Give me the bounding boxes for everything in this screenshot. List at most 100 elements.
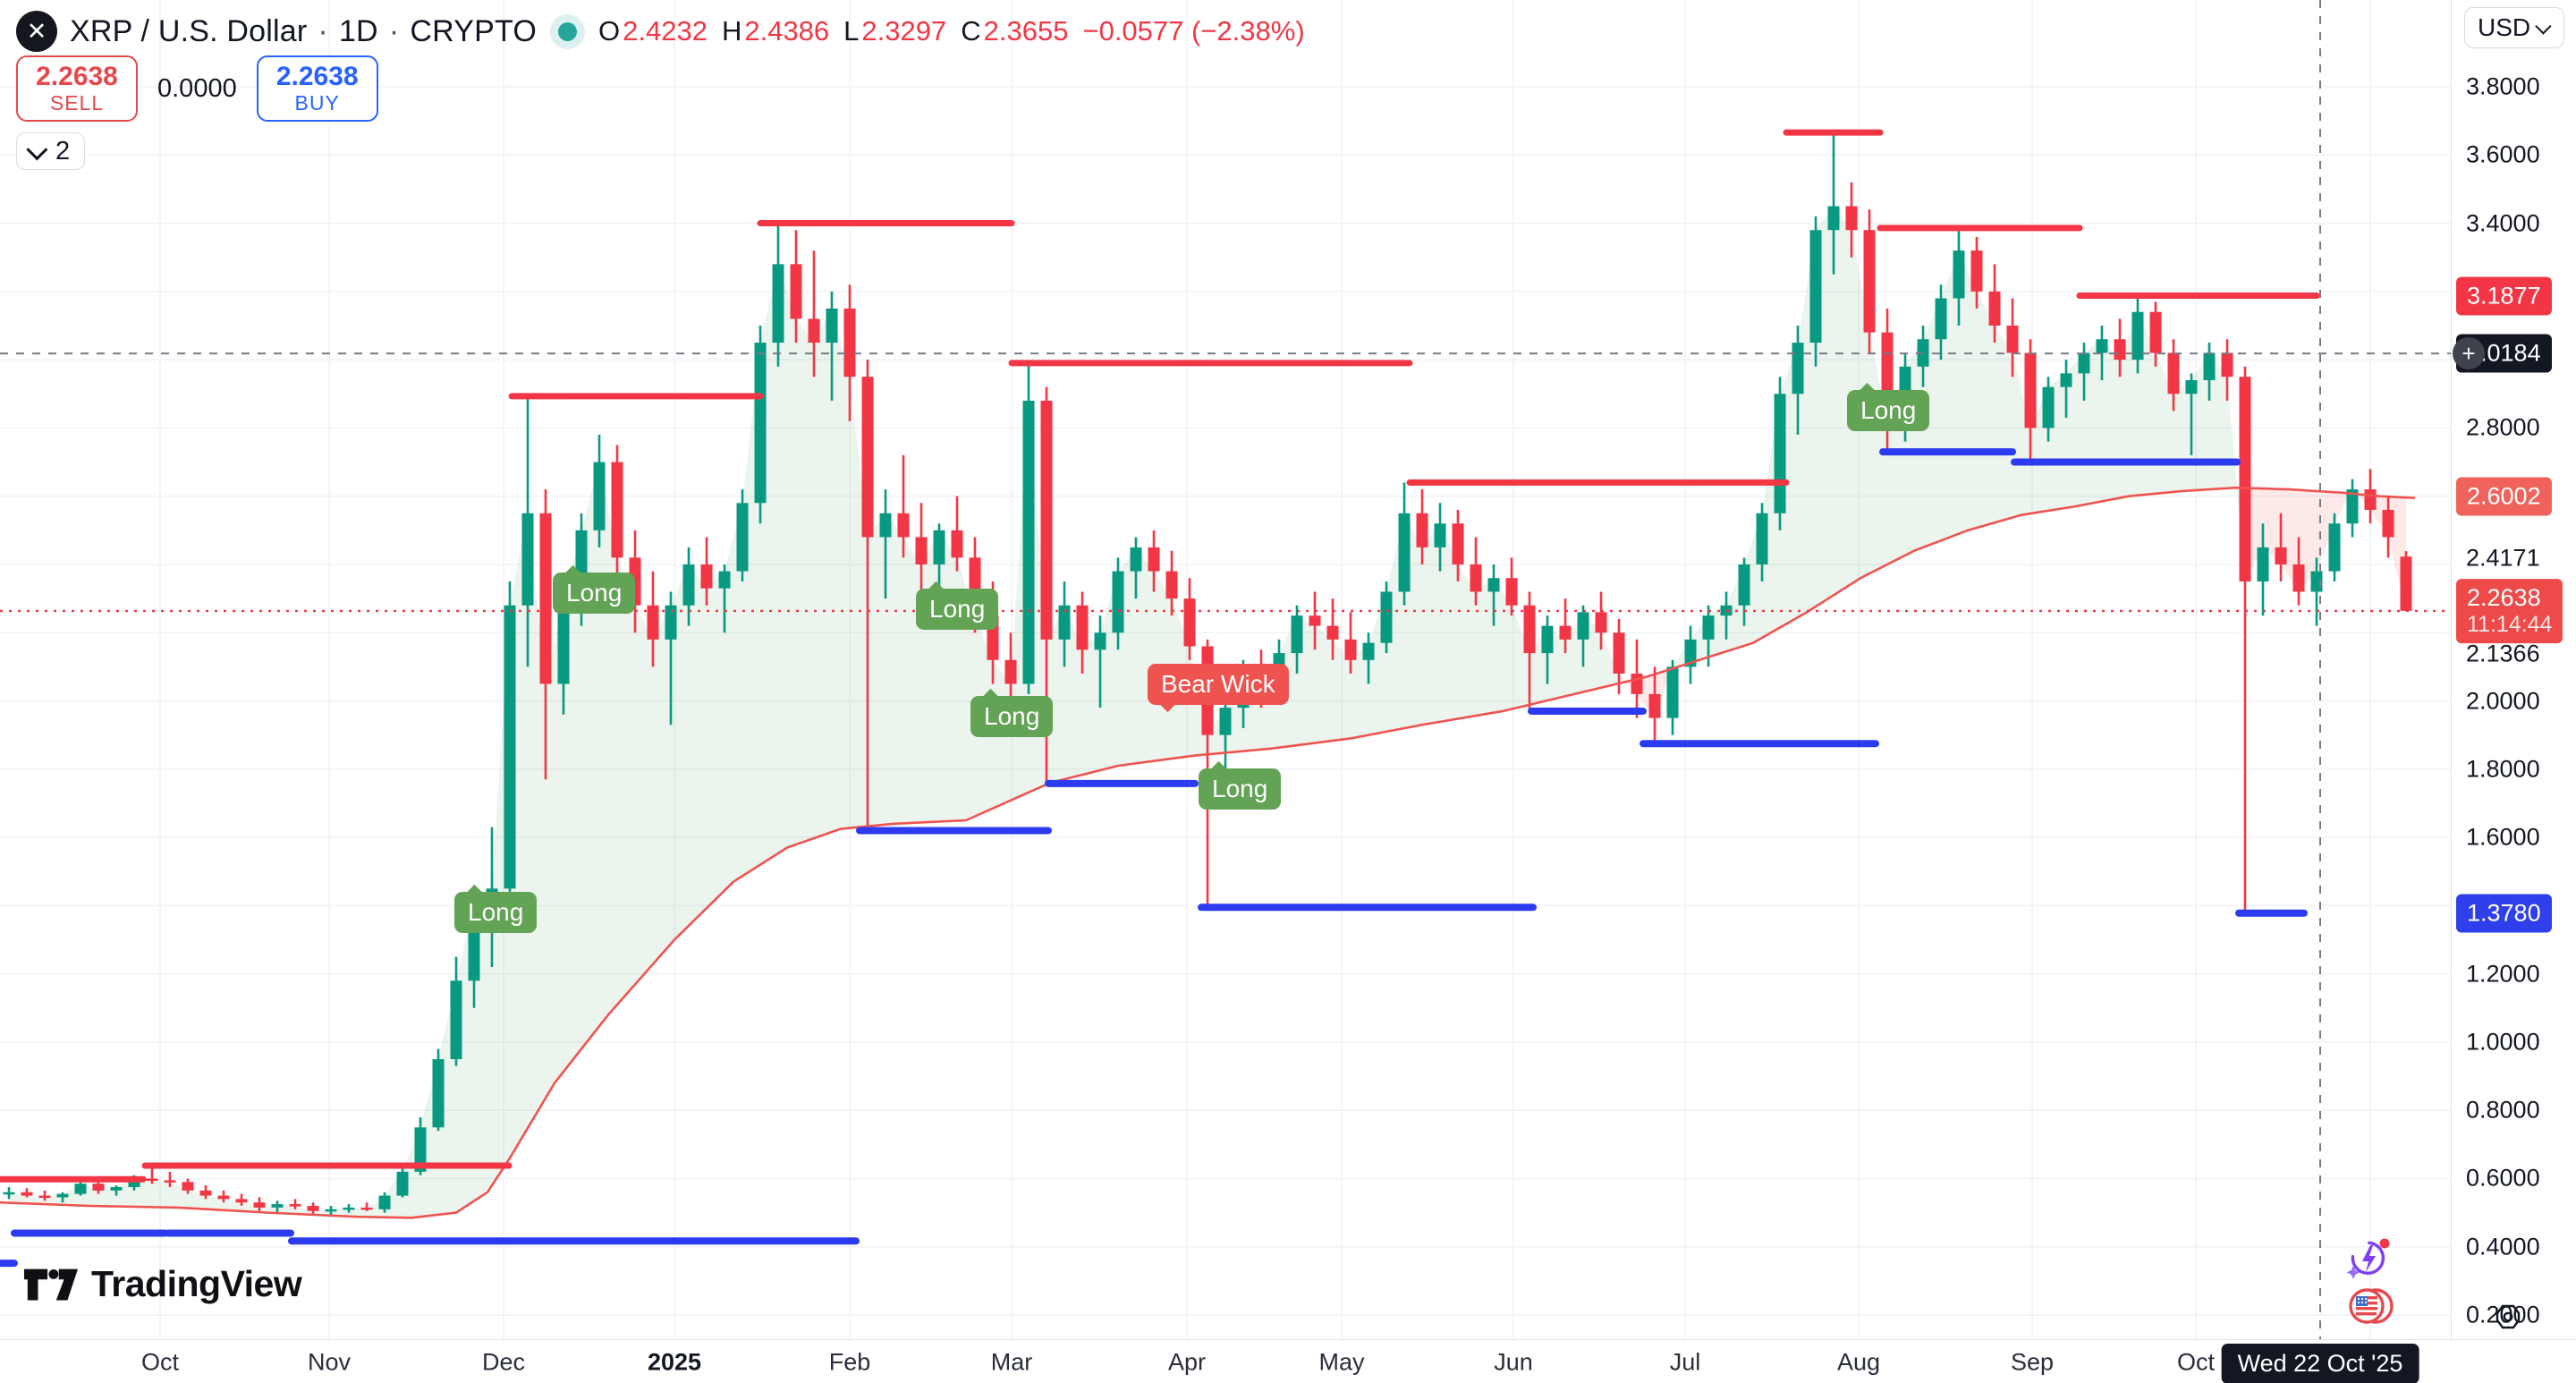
candle-body: [38, 1195, 51, 1199]
long-trade-label[interactable]: Long: [1199, 768, 1282, 810]
cloud-fill-bullish: [2209, 352, 2227, 490]
candle-body: [2275, 547, 2287, 564]
time-tick-label: 2025: [647, 1348, 702, 1375]
long-trade-label[interactable]: Long: [553, 573, 636, 614]
tradingview-mark-icon: [23, 1268, 79, 1300]
time-tick-label: Nov: [307, 1348, 352, 1375]
time-tick-label: Feb: [828, 1348, 871, 1375]
candle-body: [2024, 352, 2037, 428]
candle-body: [1809, 230, 1822, 344]
candle-body: [1004, 659, 1017, 684]
cloud-fill-bullish: [1333, 639, 1351, 742]
cloud-fill-bullish: [1977, 291, 1995, 528]
low-value: 2.3297: [861, 15, 947, 47]
cloud-fill-bullish: [349, 1207, 367, 1218]
candle-body: [450, 980, 462, 1059]
time-tick-label: Jun: [1494, 1348, 1533, 1375]
cloud-fill-bullish: [295, 1205, 313, 1215]
candle-body: [325, 1209, 337, 1212]
price-tick-label: 2.0000: [2466, 687, 2540, 715]
currency-selector[interactable]: USD: [2464, 7, 2564, 48]
candle-body: [1827, 206, 1840, 231]
candle-body: [2185, 380, 2198, 395]
market-status-dot[interactable]: [558, 21, 577, 41]
price-tick-label: 0.6000: [2466, 1164, 2540, 1192]
candle-body: [2239, 377, 2251, 582]
scale-settings-gear-icon[interactable]: [2493, 1302, 2523, 1336]
buy-button[interactable]: 2.2638 BUY: [256, 55, 378, 122]
candle-body: [164, 1180, 176, 1183]
object-tree-collapse-button[interactable]: 2: [16, 132, 86, 170]
long-trade-label[interactable]: Long: [916, 589, 999, 630]
candle-body: [128, 1178, 140, 1188]
cloud-fill-bullish: [1476, 578, 1494, 717]
candle-body: [1845, 206, 1858, 231]
candle-body: [1666, 666, 1679, 718]
candle-body: [1523, 605, 1536, 654]
ai-assistant-icon[interactable]: [2345, 1236, 2392, 1281]
candle-body: [21, 1192, 33, 1196]
time-tick-label: Jul: [1669, 1348, 1701, 1375]
cloud-fill-bullish: [98, 1187, 116, 1207]
high-label: H: [721, 15, 742, 47]
tradingview-logo[interactable]: TradingView: [23, 1263, 302, 1305]
chevron-down-icon: [2535, 17, 2552, 35]
cloud-fill-bullish: [1512, 605, 1530, 709]
candle-body: [235, 1199, 248, 1203]
candle-body: [1970, 250, 1983, 292]
candle-body: [146, 1178, 158, 1181]
cloud-fill-bullish: [617, 557, 635, 1005]
candle-body: [700, 564, 713, 589]
candle-body: [1291, 615, 1303, 654]
candle-body: [2292, 564, 2305, 592]
candle-body: [289, 1204, 301, 1207]
cloud-fill-bullish: [206, 1195, 224, 1210]
time-axis[interactable]: Wed 22 Oct '25 Oct Nov Dec 2025 Feb Mar Apr May…: [0, 1339, 2576, 1383]
bear-wick-label[interactable]: Bear Wick: [1148, 664, 1289, 705]
symbol-title[interactable]: XRP / U.S. Dollar · 1D · CRYPTO: [70, 14, 537, 49]
ohlc-values: O 2.4232 H 2.4386 L 2.3297 C 2.3655 −0.0577 …: [598, 15, 1305, 47]
long-trade-label[interactable]: Long: [454, 892, 538, 933]
xrp-logo-icon[interactable]: ✕: [16, 11, 57, 52]
cloud-fill-bullish: [778, 264, 796, 853]
candle-body: [343, 1207, 355, 1210]
sell-button[interactable]: 2.2638 SELL: [16, 55, 138, 122]
price-axis[interactable]: USD 3.8000 3.6000 3.4000 2.8000 2.4171 2.1366…: [2451, 0, 2576, 1339]
candle-body: [2114, 339, 2126, 361]
candle-body: [2078, 352, 2090, 374]
candle-body: [2400, 556, 2412, 611]
candle-body: [92, 1184, 105, 1191]
time-tick-label: Mar: [990, 1348, 1033, 1375]
cloud-fill-bullish: [1601, 632, 1619, 688]
candle-body: [2364, 489, 2377, 510]
separator: ·: [318, 13, 328, 48]
cloud-fill-bullish: [1046, 605, 1064, 785]
candle-body: [897, 513, 910, 538]
long-trade-label[interactable]: Long: [970, 696, 1054, 737]
candle-body: [682, 564, 695, 606]
candle-body: [1362, 642, 1375, 660]
candle-body: [1648, 693, 1661, 718]
candle-body: [1416, 513, 1428, 547]
price-tick-label: 0.2000: [2466, 1301, 2540, 1328]
cloud-fill-bullish: [546, 598, 564, 1099]
usa-flag-coin-icon[interactable]: [2345, 1285, 2395, 1328]
separator: ·: [388, 13, 400, 48]
candle-body: [1935, 298, 1947, 340]
corner-widgets: [2345, 1236, 2395, 1328]
brand-name: TradingView: [91, 1263, 302, 1304]
cloud-fill-bullish: [1136, 547, 1154, 764]
candle-body: [665, 605, 677, 640]
cloud-fill-bullish: [635, 605, 653, 985]
candle-body: [2203, 352, 2216, 381]
long-trade-label[interactable]: Long: [1847, 390, 1930, 431]
candle-body: [754, 343, 767, 504]
exchange-label: CRYPTO: [410, 13, 537, 48]
add-alert-plus-button[interactable]: +: [2453, 337, 2485, 370]
candle-body: [808, 318, 820, 344]
spread-value: 0.0000: [157, 73, 237, 103]
cloud-fill-bullish: [2012, 352, 2030, 518]
buy-price: 2.2638: [275, 62, 359, 92]
interval-label[interactable]: 1D: [338, 13, 378, 48]
